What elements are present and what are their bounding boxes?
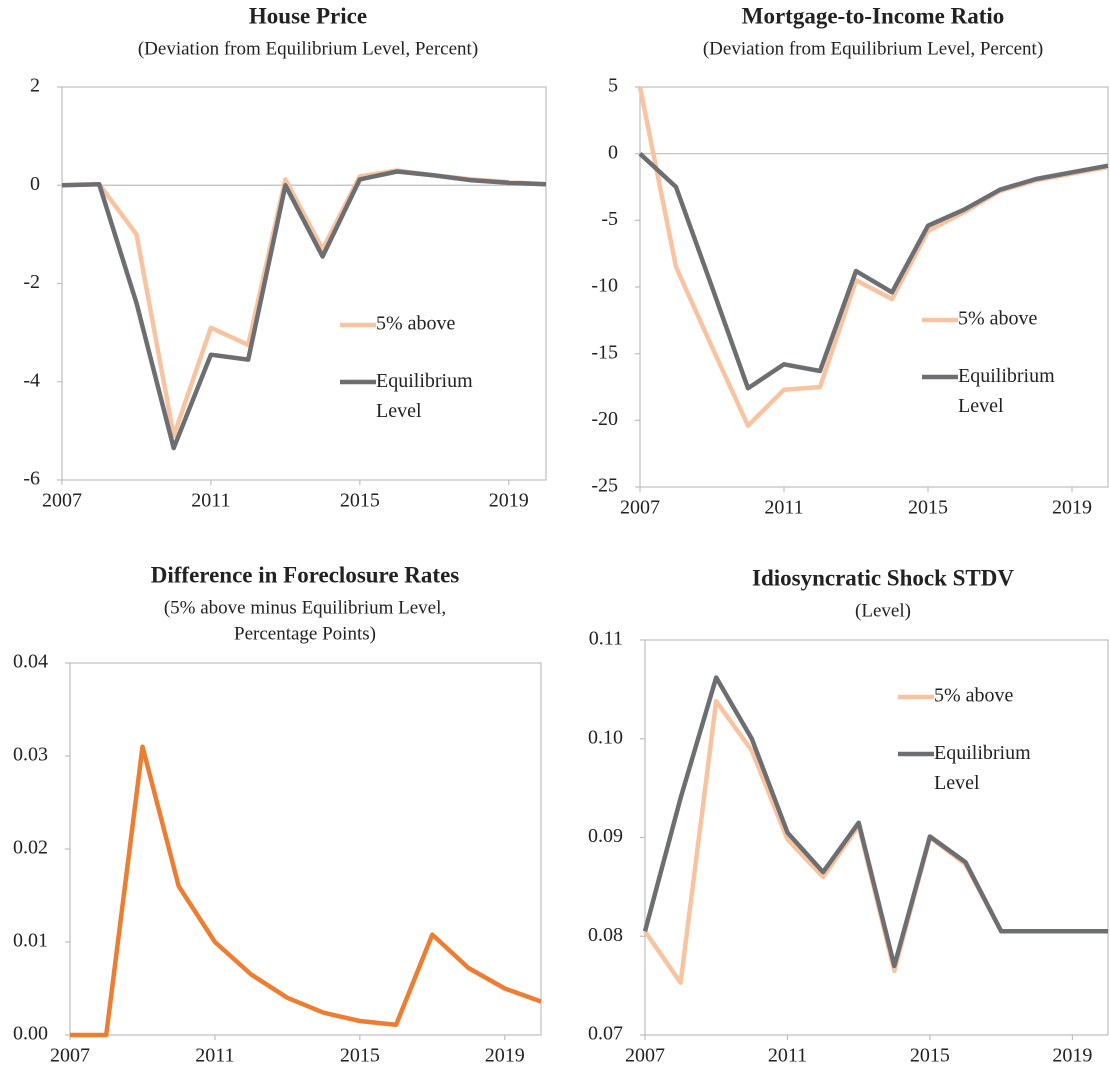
chart-title: House Price	[249, 3, 367, 28]
y-tick-label: -15	[591, 341, 618, 363]
data-line	[642, 675, 1108, 969]
x-tick-label: 2007	[625, 1045, 665, 1067]
legend-label: 5% above	[376, 313, 456, 335]
y-tick-label: 0.08	[588, 924, 623, 946]
chart-subtitle: (Deviation from Equilibrium Level, Perce…	[703, 38, 1043, 59]
x-tick-label: 2015	[908, 497, 948, 519]
y-tick-label: 0.10	[588, 726, 623, 748]
y-tick-label: -2	[23, 271, 40, 293]
x-tick-label: 2019	[485, 1045, 525, 1067]
y-tick-label: 0.01	[13, 930, 48, 952]
plot-frame	[69, 662, 542, 1036]
y-tick-label: 0.07	[588, 1023, 623, 1045]
x-tick-label: 2019	[1052, 1045, 1092, 1067]
chart-subtitle: (Level)	[855, 600, 911, 621]
data-line	[70, 744, 542, 1038]
x-tick-label: 2015	[340, 490, 380, 512]
legend-label: Equilibrium Level	[934, 742, 1031, 794]
plot-frame	[61, 86, 547, 481]
x-tick-label: 2019	[1052, 497, 1092, 519]
y-tick-label: -25	[591, 475, 618, 497]
x-tick-label: 2011	[764, 497, 803, 519]
x-tick-label: 2007	[620, 497, 660, 519]
plot-frame	[644, 639, 1109, 1036]
x-tick-label: 2019	[489, 490, 529, 512]
y-tick-label: 0.09	[588, 825, 623, 847]
y-tick-label: 0	[608, 141, 618, 163]
chart-title: Difference in Foreclosure Rates	[151, 562, 460, 587]
legend-label: 5% above	[958, 308, 1038, 330]
y-tick-label: -6	[23, 468, 40, 490]
chart-subtitle: (Deviation from Equilibrium Level, Perce…	[138, 38, 478, 59]
y-tick-label: 0	[30, 173, 40, 195]
y-tick-label: 0.03	[13, 744, 48, 766]
chart-title: Idiosyncratic Shock STDV	[752, 565, 1014, 590]
chart-title: Mortgage-to-Income Ratio	[742, 3, 1005, 28]
chart-subtitle: (5% above minus Equilibrium Level,	[164, 597, 446, 618]
data-line	[638, 152, 1109, 391]
chart-subtitle: Percentage Points)	[234, 623, 376, 644]
x-tick-label: 2011	[195, 1045, 234, 1067]
y-tick-label: -5	[601, 208, 618, 230]
x-tick-label: 2007	[42, 490, 82, 512]
y-tick-label: -4	[23, 369, 40, 391]
data-line	[643, 698, 1108, 985]
x-tick-label: 2011	[768, 1045, 807, 1067]
x-tick-label: 2007	[50, 1045, 90, 1067]
legend-label: 5% above	[934, 685, 1014, 707]
data-line	[61, 169, 547, 451]
legend-label: Equilibrium Level	[958, 365, 1055, 417]
y-tick-label: 0.00	[13, 1023, 48, 1045]
y-tick-label: -10	[591, 275, 618, 297]
x-tick-label: 2011	[191, 490, 230, 512]
y-tick-label: 0.04	[13, 651, 48, 673]
x-tick-label: 2015	[340, 1045, 380, 1067]
y-tick-label: 0.11	[589, 628, 623, 650]
y-tick-label: 0.02	[13, 837, 48, 859]
x-tick-label: 2015	[910, 1045, 950, 1067]
y-tick-label: -20	[591, 408, 618, 430]
legend-label: Equilibrium Level	[376, 370, 473, 422]
y-tick-label: 5	[608, 75, 618, 97]
y-tick-label: 2	[30, 75, 40, 97]
